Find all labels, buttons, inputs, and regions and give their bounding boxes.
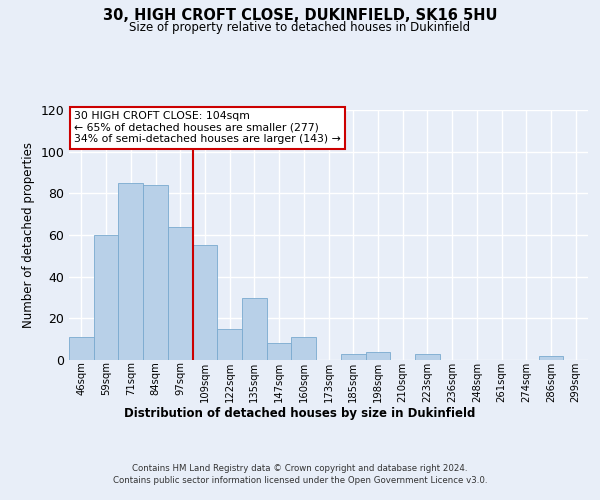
Bar [143,185,168,360]
Bar [69,337,94,360]
Text: Distribution of detached houses by size in Dukinfield: Distribution of detached houses by size … [124,408,476,420]
Text: Contains HM Land Registry data © Crown copyright and database right 2024.: Contains HM Land Registry data © Crown c… [132,464,468,473]
Bar [365,352,390,360]
Text: 30, HIGH CROFT CLOSE, DUKINFIELD, SK16 5HU: 30, HIGH CROFT CLOSE, DUKINFIELD, SK16 5… [103,8,497,22]
Bar [267,344,292,360]
Bar [341,354,365,360]
Bar [217,329,242,360]
Text: Size of property relative to detached houses in Dukinfield: Size of property relative to detached ho… [130,21,470,34]
Text: 30 HIGH CROFT CLOSE: 104sqm
← 65% of detached houses are smaller (277)
34% of se: 30 HIGH CROFT CLOSE: 104sqm ← 65% of det… [74,112,341,144]
Text: Contains public sector information licensed under the Open Government Licence v3: Contains public sector information licen… [113,476,487,485]
Bar [168,226,193,360]
Bar [415,354,440,360]
Bar [118,183,143,360]
Bar [94,235,118,360]
Bar [539,356,563,360]
Y-axis label: Number of detached properties: Number of detached properties [22,142,35,328]
Bar [292,337,316,360]
Bar [193,246,217,360]
Bar [242,298,267,360]
